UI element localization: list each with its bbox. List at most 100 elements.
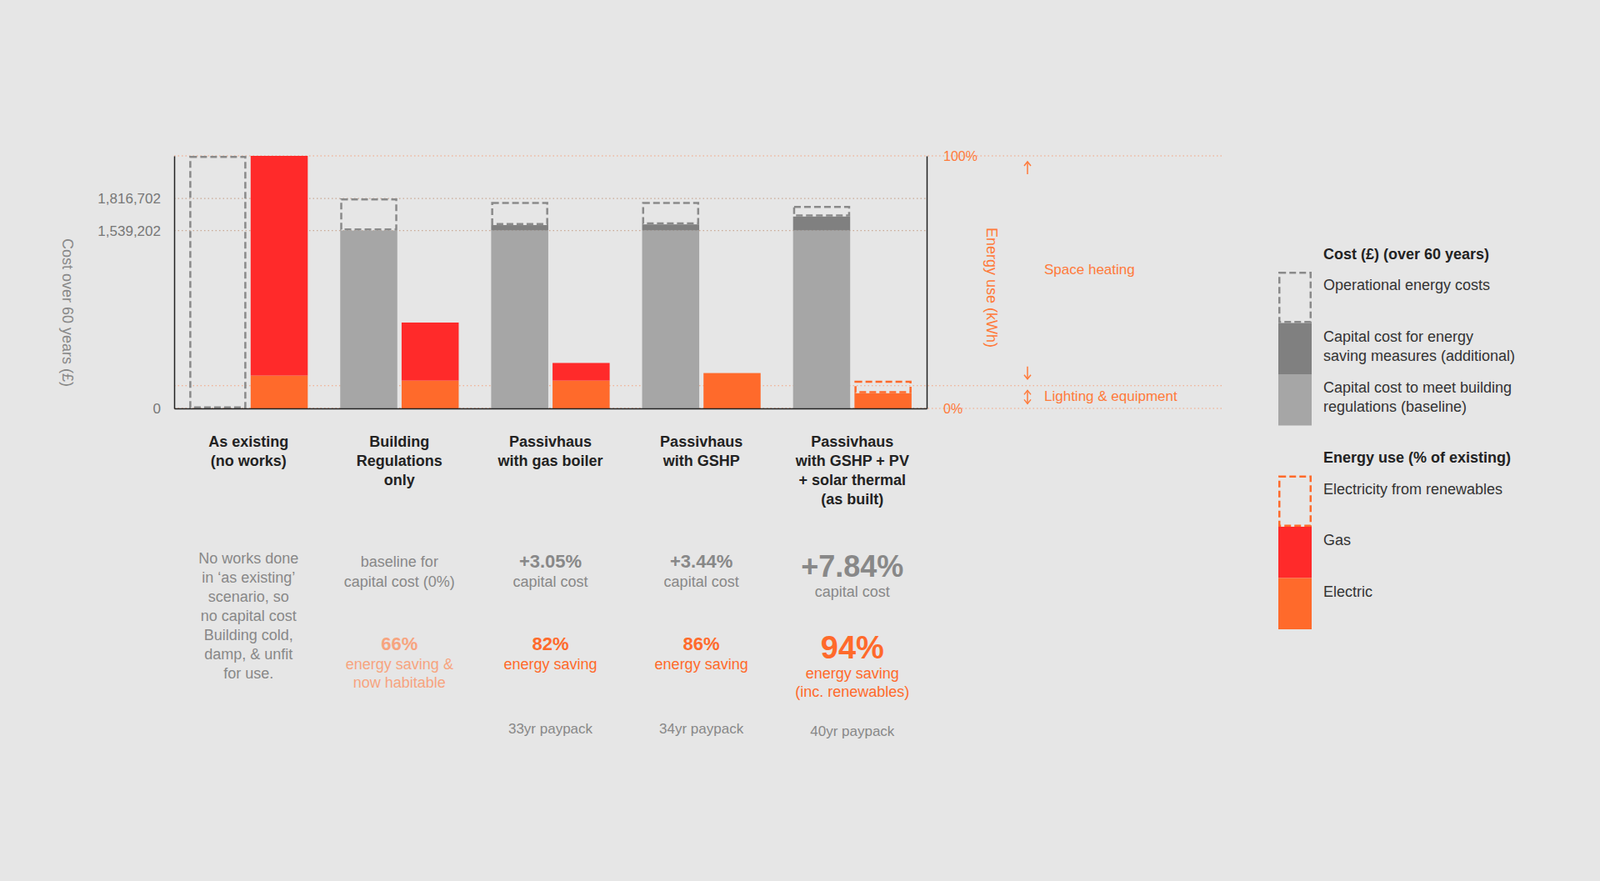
- energy-saving-line: 66%: [380, 633, 418, 655]
- tick-label-line: with gas boiler: [496, 452, 603, 470]
- tick-label-line: Passivhaus: [509, 433, 592, 450]
- bar: [490, 230, 549, 409]
- tick-label: 0: [153, 400, 161, 417]
- note-text-line: damp, & unfit: [204, 645, 293, 663]
- legend: Cost (£) (over 60 years)Operational ener…: [1278, 245, 1515, 630]
- grid: [174, 155, 1223, 409]
- tick: BuildingRegulationsonly: [356, 408, 443, 489]
- legend-label-line: Capital cost for energy: [1323, 327, 1474, 345]
- capital-change: +3.05%: [519, 550, 582, 572]
- bar: [793, 230, 851, 409]
- bar: [642, 224, 700, 230]
- tick: 100%: [926, 149, 978, 164]
- saving-label-line: energy saving: [655, 655, 749, 673]
- saving-label-line: now habitable: [353, 674, 446, 691]
- legend-label-line: Gas: [1323, 531, 1351, 549]
- legend-label-line: Electric: [1323, 582, 1373, 600]
- note-text: No works donein ‘as existing’scenario, s…: [198, 550, 299, 682]
- legend-label: Gas: [1323, 531, 1351, 549]
- payback: 33yr paypack: [508, 720, 594, 737]
- legend-swatch: [1278, 374, 1312, 426]
- legend-label-line: regulations (baseline): [1323, 398, 1467, 415]
- note-text-line: no capital cost: [200, 607, 297, 625]
- tick-label-line: Passivhaus: [810, 433, 894, 450]
- bar: [703, 372, 761, 374]
- bar: [401, 322, 460, 381]
- bar: [643, 202, 699, 224]
- bar: [794, 206, 850, 215]
- legend-label: Capital cost to meet buildingregulations…: [1323, 379, 1512, 415]
- bar: [401, 380, 460, 409]
- tick: 0%: [926, 401, 963, 416]
- axis-line: [926, 156, 929, 410]
- energy-saving-line: 94%: [820, 630, 885, 665]
- legend-swatch: [1278, 526, 1312, 579]
- tick: Passivhauswith GSHP: [660, 408, 743, 470]
- energy-saving-line: 82%: [531, 633, 569, 655]
- capital-label: capital cost: [664, 573, 740, 590]
- tick: Passivhaus with gas boiler: [496, 408, 603, 470]
- band-label: Space heating: [1044, 261, 1135, 278]
- note-text-line: for use.: [223, 665, 274, 682]
- tick: 1,539,202: [97, 222, 175, 239]
- y-axis: 0 1,539,202 1,816,702: [97, 156, 175, 417]
- energy-saving: 86%: [683, 633, 720, 655]
- capital-label-line: capital cost: [664, 573, 740, 590]
- bar: [190, 156, 245, 408]
- x-axis: As existing (no works) BuildingRegulations…: [175, 408, 928, 508]
- note-text-line: scenario, so: [208, 588, 290, 605]
- bar: [492, 203, 548, 225]
- payback-line: 34yr paypack: [659, 720, 745, 737]
- capital-change: +3.44%: [670, 550, 733, 572]
- bar: [340, 230, 398, 409]
- legend-swatch: [1279, 476, 1311, 526]
- tick-label: 1,816,702: [97, 190, 161, 207]
- background: [0, 0, 1600, 881]
- tick-label: Passivhauswith GSHP: [660, 433, 743, 470]
- tick-label: As existing (no works): [208, 433, 289, 470]
- bar: [553, 362, 609, 365]
- tick: As existing (no works): [208, 408, 289, 470]
- tick-label-line: with GSHP + PV: [795, 452, 910, 470]
- bar: [251, 155, 307, 159]
- bars: [190, 155, 912, 409]
- legend-label: Electricity from renewables: [1323, 480, 1503, 497]
- energy-saving: 66%: [380, 633, 418, 655]
- arrow: [1026, 366, 1029, 380]
- payback-line: 33yr paypack: [508, 720, 594, 737]
- capital-change: +7.84%: [800, 549, 904, 584]
- bar: [793, 216, 851, 231]
- tick-label-line: Passivhaus: [660, 433, 743, 450]
- payback: 34yr paypack: [659, 720, 745, 737]
- bands: Space heating Lighting & equipment: [1024, 161, 1178, 405]
- energy-saving: 82%: [531, 633, 569, 655]
- tick-label-line: As existing: [208, 433, 289, 450]
- bar: [642, 230, 700, 409]
- legend-swatch: [1278, 323, 1312, 375]
- bar: [854, 393, 912, 409]
- arrow-head: [1024, 399, 1031, 404]
- tick: 1,816,702: [97, 190, 175, 207]
- tick-label-line: (no works): [210, 452, 287, 470]
- tick-label-line: only: [384, 471, 415, 489]
- capital-change-line: +3.44%: [670, 550, 733, 572]
- legend-swatch: [1279, 272, 1311, 322]
- band-label: Lighting & equipment: [1044, 388, 1178, 405]
- payback: 40yr paypack: [810, 723, 895, 740]
- legend-label: Capital cost for energysaving measures (…: [1323, 327, 1515, 364]
- chart: 0 1,539,202 1,816,702 0% 100% As existing (no …: [0, 0, 1600, 881]
- saving-label-line: energy saving: [503, 655, 597, 673]
- tick-label-line: (as built): [820, 490, 884, 508]
- tick-label: Passivhauswith GSHP + PV+ solar thermal(…: [795, 433, 910, 508]
- capital-change-line: +3.05%: [519, 550, 582, 572]
- capital-label-line: capital cost: [815, 583, 890, 600]
- capital-label-line: capital cost: [512, 573, 588, 590]
- y2-axis-title: Energy use (kWh): [983, 227, 1000, 348]
- legend-label-line: Operational energy costs: [1323, 276, 1490, 294]
- capital-label-line: baseline for: [360, 553, 439, 570]
- payback-line: 40yr paypack: [810, 723, 895, 740]
- note-text-line: No works done: [198, 550, 299, 567]
- bar: [704, 373, 760, 376]
- bar: [552, 380, 610, 409]
- arrow: [1026, 161, 1029, 175]
